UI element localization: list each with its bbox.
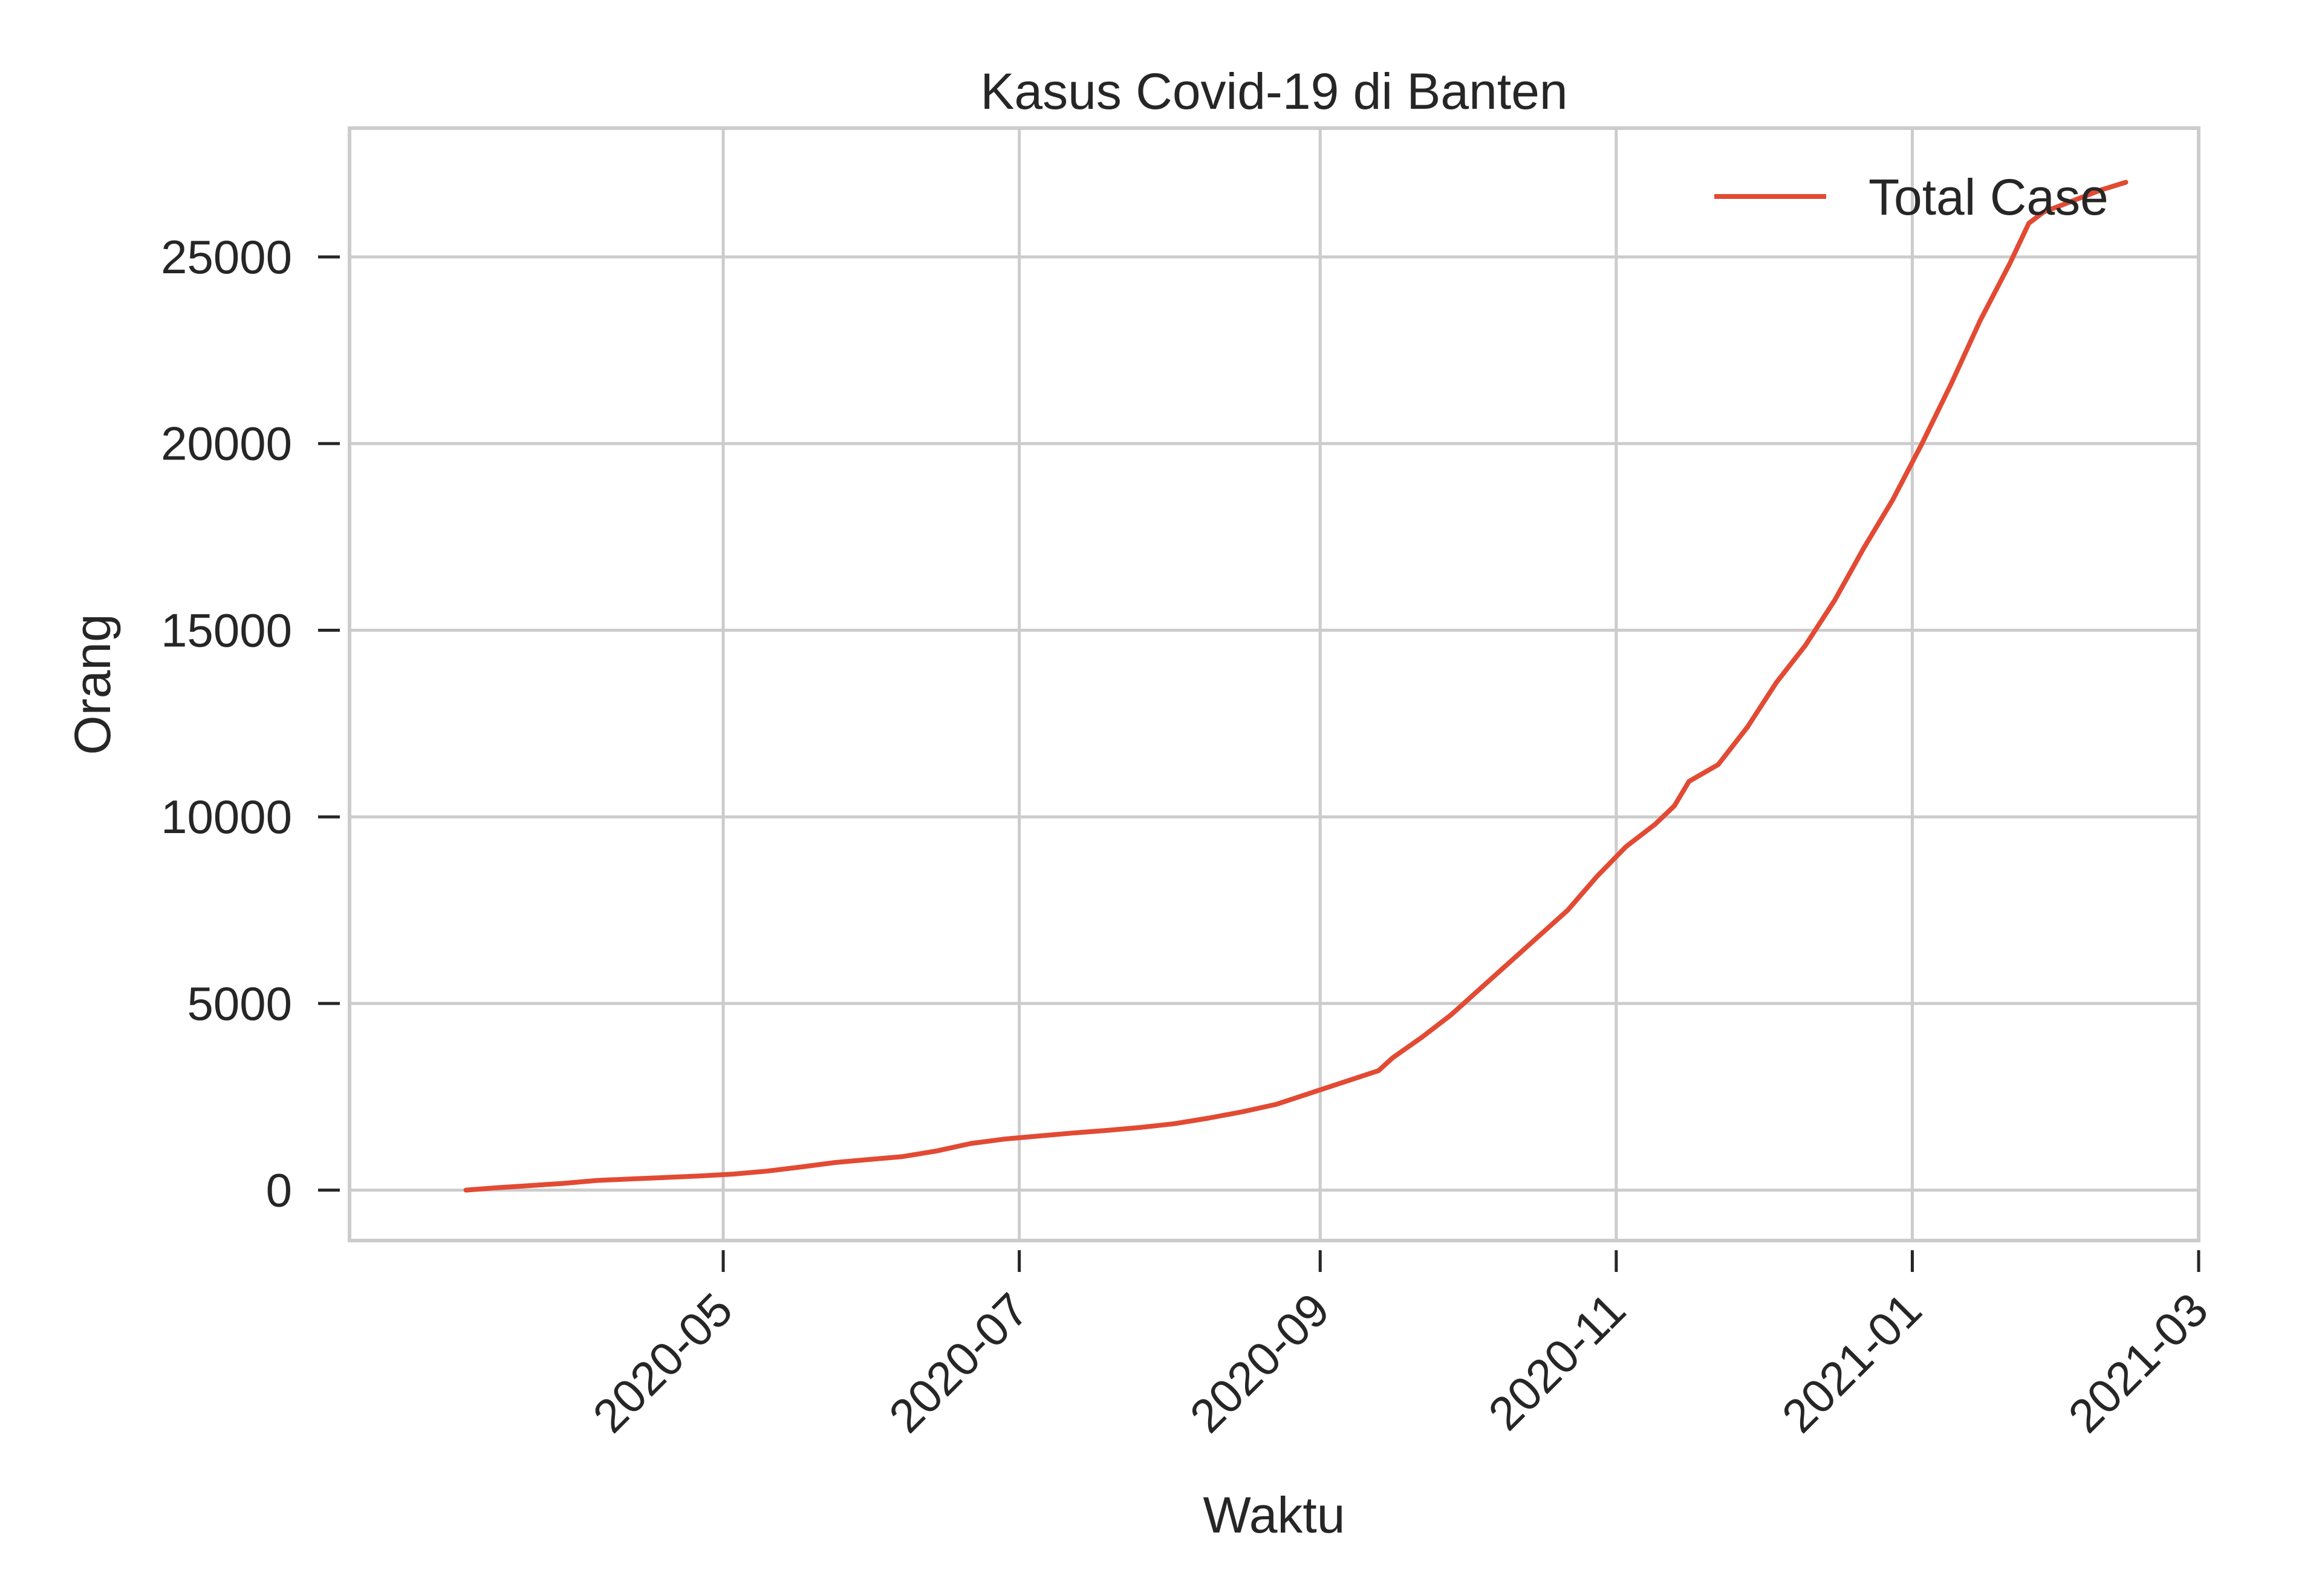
series-group [463,180,2128,1193]
x-axis-label: Waktu [1203,1487,1345,1543]
y-tick-label: 25000 [161,230,292,284]
chart-title: Kasus Covid-19 di Banten [980,63,1567,120]
grid [350,128,2200,1241]
y-tick-label: 5000 [187,977,292,1030]
x-tick-label: 2020-05 [582,1283,743,1443]
y-tick-label: 15000 [161,603,292,657]
y-tick-label: 20000 [161,417,292,470]
x-tick-label: 2020-09 [1180,1283,1340,1443]
x-tick-label: 2021-03 [2058,1283,2218,1443]
plot-area [348,126,2200,1242]
y-axis-label: Orang [64,614,121,754]
y-tick-label: 10000 [161,790,292,843]
x-tick-label: 2020-11 [1478,1283,1636,1441]
series-line [463,180,2128,1193]
legend: Total Case [1714,169,2109,225]
x-tick-label: 2020-07 [879,1283,1039,1443]
y-tick-label: 0 [266,1164,292,1217]
x-tick-label: 2021-01 [1772,1283,1932,1443]
legend-label: Total Case [1868,169,2109,225]
